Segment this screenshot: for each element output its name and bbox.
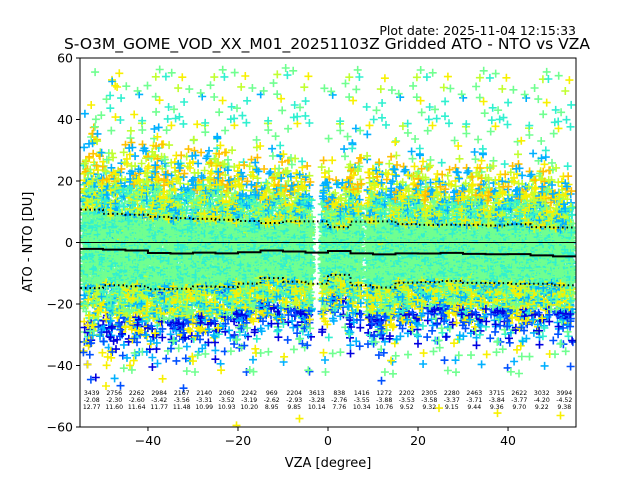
data-point xyxy=(174,84,183,93)
data-point xyxy=(210,73,219,82)
data-point xyxy=(189,135,198,144)
data-point xyxy=(206,81,215,90)
data-point xyxy=(217,366,226,375)
data-point xyxy=(84,207,93,216)
data-point xyxy=(193,120,202,129)
data-point xyxy=(220,72,229,81)
data-point xyxy=(106,104,115,113)
data-point xyxy=(178,73,187,82)
data-point xyxy=(221,126,230,135)
data-point xyxy=(182,367,191,376)
data-point xyxy=(148,353,157,362)
data-point xyxy=(91,115,100,124)
scatter-points xyxy=(80,64,576,452)
data-point xyxy=(80,348,88,357)
plot-area: 3439-2.0812.772756-2.3011.602262-2.6011.… xyxy=(79,57,577,452)
data-point xyxy=(171,114,180,123)
data-point xyxy=(155,65,164,74)
data-point xyxy=(182,342,191,351)
data-point xyxy=(80,143,89,152)
data-point xyxy=(110,374,119,383)
data-point xyxy=(179,119,188,128)
data-point xyxy=(80,109,89,118)
data-point xyxy=(170,444,178,452)
data-point xyxy=(175,112,184,121)
data-point xyxy=(87,339,96,348)
data-point xyxy=(113,83,122,91)
data-point xyxy=(102,382,110,390)
data-point xyxy=(184,145,193,154)
data-point xyxy=(143,81,152,90)
data-point xyxy=(205,146,213,155)
data-point xyxy=(150,125,159,133)
data-point xyxy=(162,354,171,363)
data-point xyxy=(126,126,135,135)
chart-title: S-O3M_GOME_VOD_XX_M01_20251103Z Gridded … xyxy=(64,35,590,54)
data-point xyxy=(211,355,220,364)
data-point xyxy=(177,151,186,160)
data-point xyxy=(107,126,116,135)
data-point xyxy=(151,72,160,81)
data-point xyxy=(163,114,172,123)
data-point xyxy=(131,152,140,161)
data-point xyxy=(152,107,161,116)
data-point xyxy=(98,348,107,357)
data-point xyxy=(218,96,227,105)
data-point xyxy=(180,98,189,106)
data-point xyxy=(218,65,227,74)
data-point xyxy=(215,108,224,117)
data-point xyxy=(221,148,229,157)
data-point xyxy=(158,374,167,383)
data-point xyxy=(162,126,171,135)
data-point xyxy=(115,69,124,78)
data-point xyxy=(85,350,94,359)
data-point xyxy=(161,72,170,81)
data-point xyxy=(144,162,153,171)
data-point xyxy=(167,68,176,77)
data-point xyxy=(211,346,220,355)
data-point xyxy=(102,361,111,370)
data-point xyxy=(97,111,106,120)
data-point xyxy=(167,121,176,130)
data-point xyxy=(194,159,203,168)
data-point xyxy=(91,68,100,77)
data-point xyxy=(191,368,199,376)
data-point xyxy=(126,134,135,143)
data-point xyxy=(201,128,210,137)
data-point xyxy=(154,123,163,132)
data-point xyxy=(172,356,181,365)
data-point xyxy=(87,101,96,109)
data-point xyxy=(210,93,219,101)
data-point xyxy=(225,326,234,335)
data-point xyxy=(83,174,92,183)
data-point xyxy=(226,347,235,356)
data-point xyxy=(138,126,147,134)
data-point xyxy=(174,344,183,353)
data-point xyxy=(130,110,139,119)
data-point xyxy=(86,375,95,384)
data-point xyxy=(85,152,94,161)
data-point xyxy=(127,365,136,374)
data-point xyxy=(83,360,92,369)
data-point xyxy=(230,68,239,77)
data-point xyxy=(185,85,194,94)
data-point xyxy=(122,82,131,91)
data-point xyxy=(165,141,174,150)
data-point xyxy=(116,381,125,390)
plot-date: Plot date: 2025-11-04 12:15:33 xyxy=(379,23,576,38)
data-point xyxy=(117,94,126,103)
